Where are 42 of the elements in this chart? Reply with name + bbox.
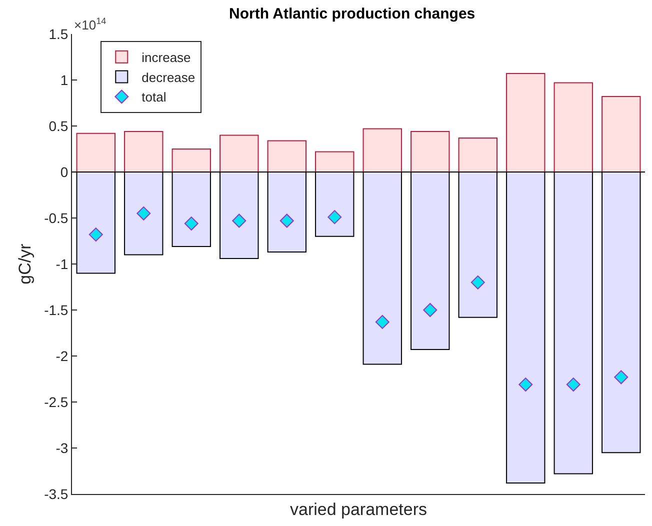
point xyxy=(375,314,390,329)
point xyxy=(184,216,198,231)
y-tick-label: -2.5 xyxy=(44,394,68,410)
y-tick-label: -1.5 xyxy=(44,302,68,318)
point xyxy=(614,370,628,384)
point xyxy=(518,378,533,392)
y-tick-label: 0.5 xyxy=(48,118,68,134)
point xyxy=(136,206,151,220)
y-tick-label: -3 xyxy=(56,440,68,456)
legend-label: total xyxy=(142,90,166,105)
point xyxy=(423,303,438,317)
bar xyxy=(554,82,593,172)
bar xyxy=(267,140,306,172)
y-tick-label: -0.5 xyxy=(44,210,68,226)
y-tick-label: 1 xyxy=(60,72,68,88)
point xyxy=(566,378,580,392)
legend-label: decrease xyxy=(142,70,196,85)
bar xyxy=(602,96,641,172)
x-axis-title: varied parameters xyxy=(290,500,428,520)
y-tick-label: -1 xyxy=(56,256,68,272)
point xyxy=(232,214,246,228)
point xyxy=(470,275,485,290)
y-axis-title: gC/yr xyxy=(16,243,35,284)
bar xyxy=(362,128,402,172)
chart-title: North Atlantic production changes xyxy=(229,5,476,22)
legend-label: increase xyxy=(142,50,191,65)
bar xyxy=(220,134,259,172)
y-tick-label: -3.5 xyxy=(44,486,68,502)
bar xyxy=(76,132,116,172)
point xyxy=(88,228,103,242)
bar xyxy=(506,73,546,172)
bar xyxy=(410,131,450,172)
y-tick-label: 1.5 xyxy=(48,26,68,42)
bar xyxy=(458,137,498,172)
text: ×10$^{14}$ xyxy=(74,16,106,32)
point xyxy=(280,214,294,228)
bar xyxy=(124,131,164,172)
point xyxy=(328,210,342,224)
y-tick-label: 0 xyxy=(60,164,68,180)
bar xyxy=(172,148,211,172)
bar xyxy=(315,151,354,172)
y-tick-label: -2 xyxy=(56,348,68,364)
